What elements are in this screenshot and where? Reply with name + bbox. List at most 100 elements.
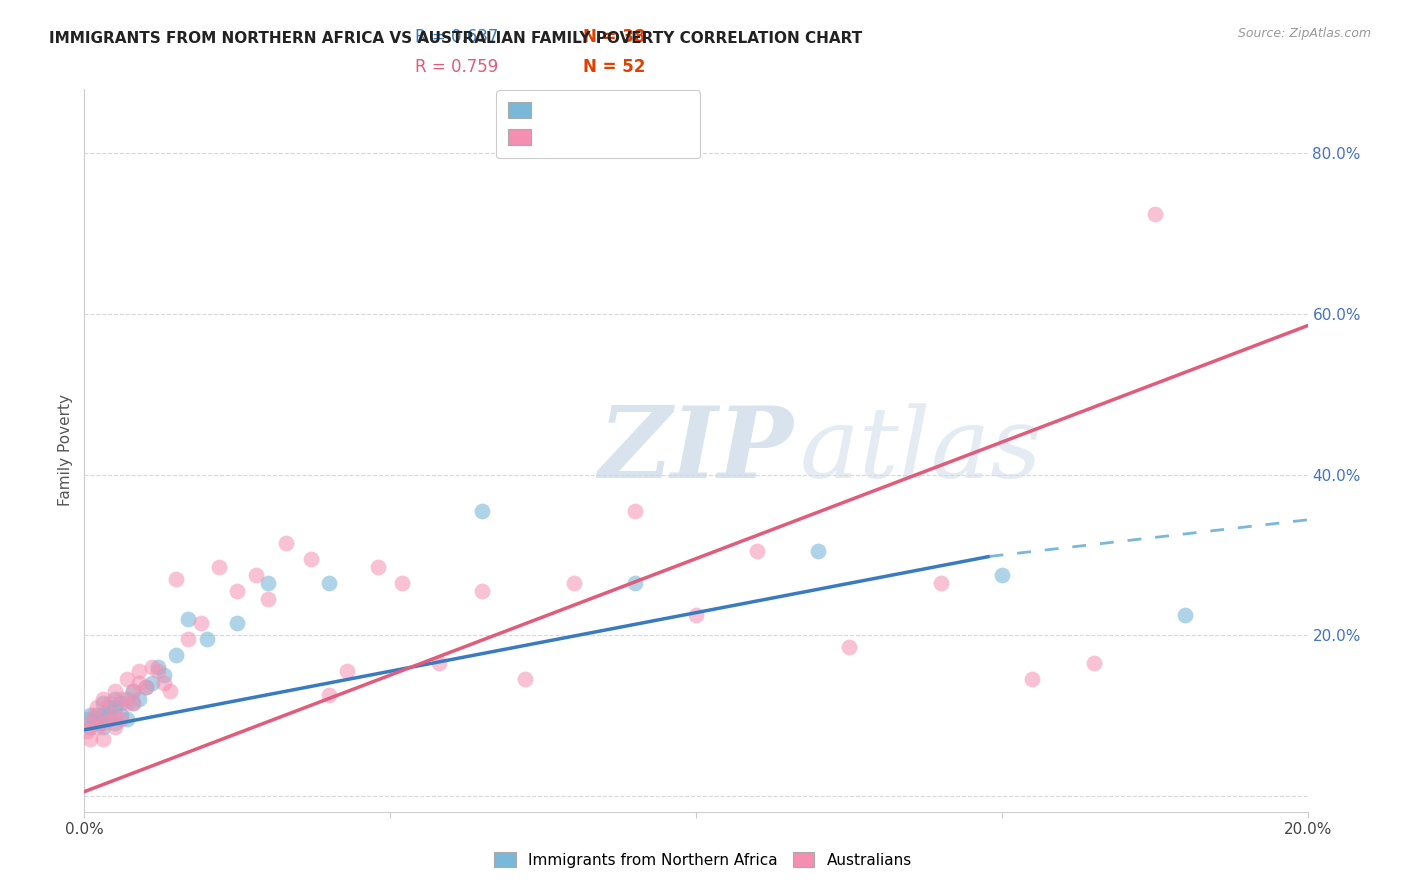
Point <box>257 576 280 591</box>
Point <box>838 640 860 655</box>
Point <box>91 692 114 706</box>
Point <box>177 612 200 626</box>
Point <box>110 696 132 710</box>
Point <box>110 712 132 726</box>
Point <box>91 708 114 723</box>
Text: IMMIGRANTS FROM NORTHERN AFRICA VS AUSTRALIAN FAMILY POVERTY CORRELATION CHART: IMMIGRANTS FROM NORTHERN AFRICA VS AUSTR… <box>49 31 862 46</box>
Y-axis label: Family Poverty: Family Poverty <box>58 394 73 507</box>
Point <box>135 680 157 694</box>
Point <box>513 673 536 687</box>
Point <box>624 576 647 591</box>
Point <box>122 684 145 698</box>
Point <box>1083 657 1105 671</box>
Point <box>83 712 105 726</box>
Point <box>91 696 114 710</box>
Point <box>128 692 150 706</box>
Point <box>128 664 150 678</box>
Point <box>141 676 163 690</box>
Point <box>79 721 101 735</box>
Point <box>177 632 200 646</box>
Point <box>86 700 108 714</box>
Point <box>79 732 101 747</box>
Point <box>97 712 120 726</box>
Point <box>104 708 127 723</box>
Point <box>747 543 769 558</box>
Point <box>97 712 120 726</box>
Legend:                             ,                             : , <box>496 90 700 158</box>
Point <box>110 692 132 706</box>
Point <box>115 692 138 706</box>
Point <box>1143 206 1166 220</box>
Point <box>226 615 249 630</box>
Point <box>76 712 98 726</box>
Point <box>562 576 585 591</box>
Point <box>336 664 359 678</box>
Point <box>367 560 389 574</box>
Point <box>91 721 114 735</box>
Point <box>471 583 494 598</box>
Point <box>122 684 145 698</box>
Text: Source: ZipAtlas.com: Source: ZipAtlas.com <box>1237 27 1371 40</box>
Text: N = 38: N = 38 <box>583 29 645 46</box>
Point <box>122 696 145 710</box>
Point <box>104 716 127 731</box>
Point <box>89 716 111 731</box>
Point <box>122 696 145 710</box>
Text: R = 0.759: R = 0.759 <box>415 58 498 76</box>
Point <box>153 668 176 682</box>
Point <box>83 708 105 723</box>
Point <box>159 684 181 698</box>
Text: N = 52: N = 52 <box>583 58 645 76</box>
Point <box>276 535 298 549</box>
Point <box>104 684 127 698</box>
Point <box>318 576 340 591</box>
Point <box>146 660 169 674</box>
Point <box>110 708 132 723</box>
Point <box>104 692 127 706</box>
Point <box>146 664 169 678</box>
Point <box>807 543 830 558</box>
Point <box>115 696 138 710</box>
Point <box>97 696 120 710</box>
Point <box>91 716 114 731</box>
Point <box>141 660 163 674</box>
Point <box>91 732 114 747</box>
Point <box>391 576 413 591</box>
Point <box>226 583 249 598</box>
Point <box>79 708 101 723</box>
Point <box>1021 673 1043 687</box>
Point <box>165 572 187 586</box>
Point <box>86 721 108 735</box>
Point <box>685 608 707 623</box>
Text: ZIP: ZIP <box>598 402 793 499</box>
Point <box>97 708 120 723</box>
Text: atlas: atlas <box>800 403 1043 498</box>
Point <box>79 716 101 731</box>
Point <box>1174 608 1197 623</box>
Point <box>115 712 138 726</box>
Point <box>104 700 127 714</box>
Point <box>153 676 176 690</box>
Point <box>86 708 108 723</box>
Point <box>190 615 212 630</box>
Point <box>245 567 267 582</box>
Point <box>86 712 108 726</box>
Point <box>208 560 231 574</box>
Point <box>128 676 150 690</box>
Point <box>104 721 127 735</box>
Point <box>299 551 322 566</box>
Point <box>115 673 138 687</box>
Point <box>76 724 98 739</box>
Point <box>97 700 120 714</box>
Point <box>427 657 450 671</box>
Point <box>929 576 952 591</box>
Point <box>135 680 157 694</box>
Point <box>257 592 280 607</box>
Point <box>471 503 494 517</box>
Point <box>318 689 340 703</box>
Point <box>195 632 218 646</box>
Point <box>165 648 187 662</box>
Point <box>991 567 1014 582</box>
Text: R = 0.637: R = 0.637 <box>415 29 498 46</box>
Legend: Immigrants from Northern Africa, Australians: Immigrants from Northern Africa, Austral… <box>486 845 920 875</box>
